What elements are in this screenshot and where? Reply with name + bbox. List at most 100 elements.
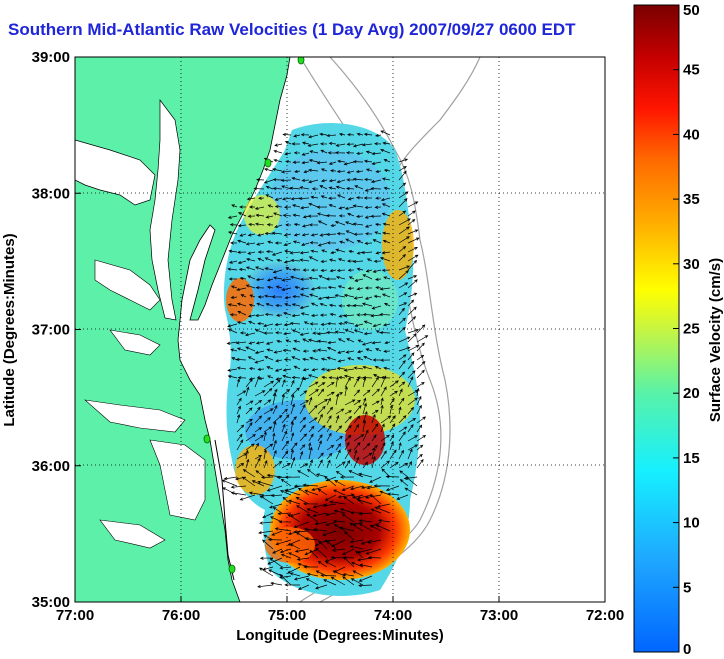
velocity-arrow (236, 414, 241, 424)
velocity-arrow (290, 275, 301, 280)
velocity-arrow (381, 251, 391, 255)
velocity-arrow (363, 196, 372, 200)
velocity-arrow (236, 321, 247, 325)
velocity-arrow (245, 266, 256, 271)
velocity-arrow (335, 443, 342, 451)
velocity-arrow (248, 222, 256, 227)
velocity-arrow (272, 388, 278, 397)
velocity-arrow (310, 302, 319, 307)
velocity-arrow (264, 231, 274, 236)
velocity-patch-fast (382, 210, 414, 280)
velocity-arrow (344, 399, 356, 406)
velocity-arrow (255, 266, 265, 271)
velocity-arrow (373, 294, 382, 298)
velocity-arrow (279, 573, 292, 586)
velocity-arrow (294, 548, 310, 553)
velocity-arrow (375, 524, 391, 532)
velocity-arrow (329, 303, 337, 307)
velocity-arrow (291, 329, 301, 334)
velocity-arrow (382, 231, 391, 235)
velocity-arrow (316, 212, 328, 217)
velocity-arrow (337, 359, 346, 363)
velocity-arrow (283, 358, 292, 362)
velocity-arrow (256, 302, 265, 307)
velocity-arrow (263, 331, 274, 335)
velocity-arrow (328, 204, 337, 208)
velocity-arrow (263, 443, 274, 451)
velocity-arrow (398, 415, 407, 424)
velocity-arrow (360, 539, 373, 545)
velocity-arrow (272, 460, 283, 469)
velocity-arrow (320, 322, 328, 327)
velocity-arrow (361, 341, 373, 346)
velocity-arrow (235, 357, 247, 362)
velocity-arrow (254, 435, 264, 442)
colorbar-label: Surface Velocity (cm/s) (707, 258, 724, 422)
velocity-arrow (254, 442, 259, 451)
velocity-arrow (330, 223, 337, 228)
velocity-arrow (309, 293, 319, 298)
velocity-arrow (352, 259, 364, 264)
velocity-patch (235, 445, 275, 495)
velocity-arrow (326, 241, 337, 245)
velocity-arrow (328, 161, 337, 165)
velocity-arrow (281, 278, 292, 282)
velocity-arrow (344, 385, 348, 397)
velocity-arrow (374, 365, 382, 370)
velocity-arrow (254, 457, 261, 469)
velocity-arrow (354, 278, 364, 282)
velocity-arrow (299, 463, 309, 469)
velocity-arrow (355, 169, 364, 174)
velocity-arrow (381, 177, 391, 181)
velocity-arrow (263, 534, 274, 541)
velocity-arrow (317, 488, 328, 496)
velocity-arrow (305, 578, 319, 586)
velocity-arrow (317, 398, 328, 406)
velocity-arrow (310, 195, 319, 199)
velocity-arrow (326, 330, 337, 335)
velocity-arrow (364, 224, 373, 228)
velocity-arrow (329, 269, 337, 273)
velocity-arrow (407, 279, 418, 289)
velocity-arrow (407, 201, 419, 208)
velocity-arrow (380, 404, 384, 415)
velocity-arrow (277, 511, 292, 516)
velocity-arrow (304, 489, 319, 496)
velocity-arrow (317, 388, 325, 397)
velocity-arrow (353, 424, 360, 433)
velocity-arrow (259, 556, 274, 560)
velocity-arrow (299, 305, 310, 310)
velocity-arrow (317, 348, 328, 352)
velocity-arrow (289, 321, 301, 326)
velocity-arrow (389, 390, 398, 397)
velocity-arrow (239, 331, 247, 335)
velocity-arrow (297, 584, 310, 590)
velocity-arrow (369, 524, 382, 532)
velocity-arrow (358, 519, 373, 523)
velocity-arrow (282, 374, 292, 379)
velocity-arrow (398, 165, 407, 172)
velocity-arrow (323, 539, 337, 543)
velocity-arrow (332, 570, 346, 577)
velocity-arrow (330, 250, 337, 255)
velocity-arrow (326, 432, 332, 442)
velocity-arrow (362, 402, 367, 415)
velocity-arrow (269, 503, 283, 509)
velocity-arrow (335, 415, 340, 424)
velocity-arrow (319, 142, 328, 146)
velocity-arrow (300, 287, 310, 291)
velocity-arrow (302, 349, 310, 353)
velocity-arrow (291, 303, 301, 307)
velocity-arrow (326, 322, 337, 326)
velocity-arrow (308, 396, 313, 406)
velocity-arrow (317, 382, 326, 388)
velocity-arrow (350, 578, 364, 586)
velocity-arrow (308, 276, 319, 280)
velocity-arrow (353, 449, 358, 460)
radar-station-marker (264, 158, 272, 168)
velocity-arrow (272, 186, 283, 191)
velocity-arrow (287, 513, 301, 523)
velocity-arrow (361, 302, 373, 307)
velocity-arrow (382, 239, 391, 244)
velocity-arrow (236, 302, 247, 307)
